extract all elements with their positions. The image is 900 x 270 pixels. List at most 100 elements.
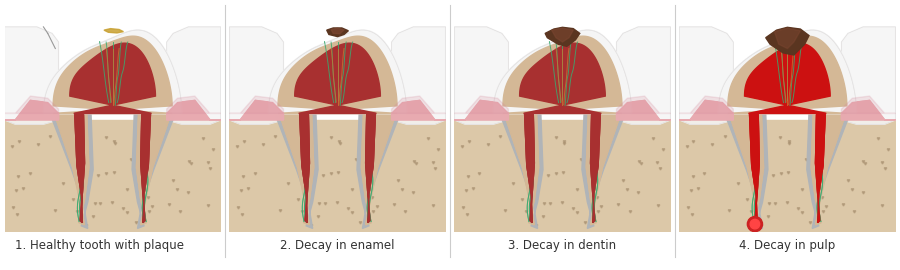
Bar — [4, 120, 220, 232]
Polygon shape — [525, 113, 535, 222]
Polygon shape — [4, 100, 59, 120]
Polygon shape — [365, 113, 375, 222]
Polygon shape — [279, 113, 314, 225]
Polygon shape — [43, 30, 182, 113]
Polygon shape — [4, 27, 59, 124]
Polygon shape — [815, 113, 825, 222]
Polygon shape — [70, 43, 156, 113]
Text: 3. Decay in dentin: 3. Decay in dentin — [508, 239, 616, 252]
Polygon shape — [454, 100, 508, 120]
Polygon shape — [680, 100, 734, 120]
Polygon shape — [724, 113, 768, 228]
Polygon shape — [75, 113, 85, 222]
Polygon shape — [519, 43, 606, 113]
Polygon shape — [365, 113, 375, 222]
Polygon shape — [811, 113, 846, 225]
Polygon shape — [268, 30, 407, 113]
Polygon shape — [815, 113, 825, 222]
Polygon shape — [132, 113, 176, 228]
Bar — [454, 120, 670, 232]
Polygon shape — [300, 113, 310, 222]
Polygon shape — [842, 96, 896, 113]
Polygon shape — [680, 27, 734, 124]
Polygon shape — [327, 28, 348, 37]
Polygon shape — [728, 36, 847, 113]
Polygon shape — [493, 30, 632, 113]
Polygon shape — [4, 96, 59, 113]
Polygon shape — [454, 96, 508, 113]
Polygon shape — [75, 113, 85, 222]
Polygon shape — [230, 96, 284, 113]
Polygon shape — [43, 30, 182, 113]
Polygon shape — [268, 30, 407, 113]
Polygon shape — [729, 113, 763, 225]
Polygon shape — [811, 113, 846, 225]
Text: 1. Healthy tooth with plaque: 1. Healthy tooth with plaque — [15, 239, 184, 252]
Polygon shape — [454, 100, 508, 120]
Polygon shape — [166, 27, 220, 124]
Polygon shape — [53, 36, 172, 113]
Polygon shape — [53, 36, 172, 113]
Polygon shape — [300, 113, 310, 222]
Polygon shape — [300, 113, 310, 222]
Polygon shape — [392, 27, 446, 124]
Polygon shape — [279, 113, 314, 225]
Polygon shape — [503, 36, 622, 113]
Polygon shape — [729, 113, 763, 225]
Polygon shape — [392, 100, 446, 120]
Polygon shape — [104, 29, 123, 33]
Polygon shape — [274, 113, 318, 228]
Polygon shape — [774, 28, 800, 49]
Polygon shape — [750, 113, 760, 222]
Polygon shape — [842, 100, 896, 120]
Polygon shape — [590, 113, 600, 222]
Polygon shape — [166, 100, 220, 120]
Polygon shape — [842, 27, 896, 124]
Text: 2. Decay in enamel: 2. Decay in enamel — [280, 239, 395, 252]
Polygon shape — [815, 113, 825, 222]
Polygon shape — [616, 96, 670, 113]
Polygon shape — [454, 27, 508, 124]
Polygon shape — [616, 27, 670, 124]
Circle shape — [751, 219, 760, 229]
Polygon shape — [519, 43, 606, 113]
Polygon shape — [590, 113, 600, 222]
Polygon shape — [493, 30, 632, 113]
Polygon shape — [278, 36, 397, 113]
Polygon shape — [166, 100, 220, 120]
Polygon shape — [54, 113, 89, 225]
Polygon shape — [230, 100, 284, 120]
Polygon shape — [137, 113, 171, 225]
Polygon shape — [392, 96, 446, 113]
Polygon shape — [766, 27, 809, 55]
Polygon shape — [842, 100, 896, 120]
Polygon shape — [728, 36, 847, 113]
Polygon shape — [294, 43, 381, 113]
Polygon shape — [294, 43, 381, 113]
Polygon shape — [718, 30, 857, 113]
Polygon shape — [294, 43, 381, 113]
Polygon shape — [718, 30, 857, 113]
Polygon shape — [392, 100, 446, 120]
Polygon shape — [278, 36, 397, 113]
Bar — [230, 120, 446, 232]
Polygon shape — [744, 43, 830, 113]
Polygon shape — [53, 36, 172, 113]
Polygon shape — [50, 113, 94, 228]
Polygon shape — [586, 113, 621, 225]
Polygon shape — [545, 27, 580, 46]
Polygon shape — [230, 100, 284, 120]
Polygon shape — [361, 113, 396, 225]
Polygon shape — [357, 113, 400, 228]
Polygon shape — [500, 113, 543, 228]
Polygon shape — [728, 36, 847, 113]
Polygon shape — [140, 113, 150, 222]
Polygon shape — [70, 43, 156, 113]
Polygon shape — [278, 36, 397, 113]
Polygon shape — [680, 100, 734, 120]
Polygon shape — [70, 43, 156, 113]
Polygon shape — [166, 96, 220, 113]
Polygon shape — [54, 113, 89, 225]
Polygon shape — [750, 113, 760, 222]
Bar — [680, 120, 896, 232]
